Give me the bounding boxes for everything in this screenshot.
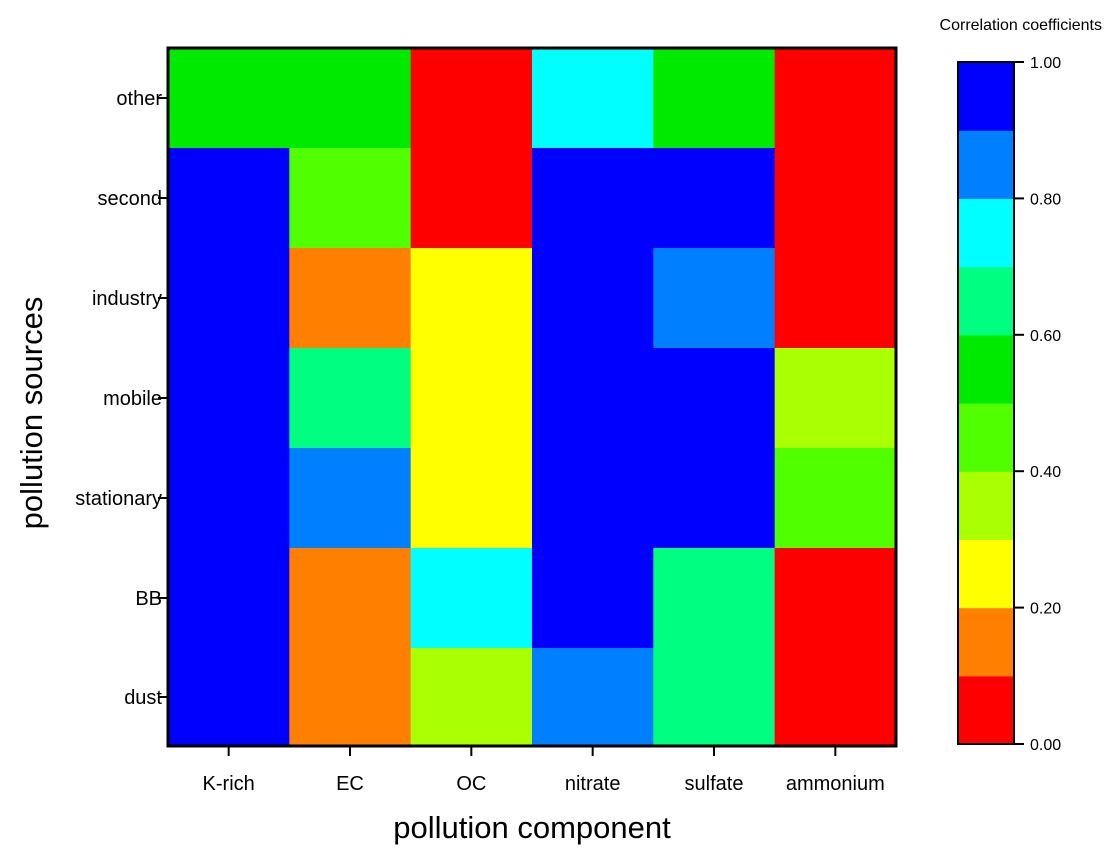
colorbar-bin [958,266,1014,336]
heatmap-cell [168,148,290,249]
heatmap-cell [532,348,654,449]
colorbar-tick-label: 1.00 [1030,55,1061,72]
heatmap-cell [653,348,776,449]
y-axis: other second industry mobile stationary BB dus… [75,88,168,709]
heatmap-cell [168,648,290,747]
colorbar-tick-label: 0.80 [1030,191,1061,208]
heatmap-cell [289,48,412,149]
heatmap-cell [289,148,412,249]
y-tick-label: stationary [75,488,162,510]
colorbar-tick-label: 0.60 [1030,328,1061,345]
x-tick-label: sulfate [685,773,744,795]
heatmap-cell [168,448,290,549]
heatmap-cell [532,48,654,149]
heatmap-cell [532,148,654,249]
colorbar-tick-label: 0.40 [1030,464,1061,481]
heatmap-cell [410,648,533,747]
colorbar-bin [958,607,1014,677]
heatmap-cell [653,48,776,149]
heatmap-cell [289,648,412,747]
heatmap-cell [410,348,533,449]
heatmap-cell [774,448,897,549]
heatmap-cell [532,248,654,349]
heatmap-cell [168,348,290,449]
heatmap-cell [653,248,776,349]
colorbar-bin [958,675,1014,745]
heatmap-cell [653,148,776,249]
x-axis-title: pollution component [393,810,671,845]
x-tick-label: OC [456,773,486,795]
heatmap-cell [168,248,290,349]
y-tick-label: other [116,88,162,110]
heatmap-cell [410,548,533,649]
colorbar-bin [958,403,1014,472]
heatmap-cell [774,248,897,349]
heatmap-cell [774,48,897,149]
heatmap-cell [289,448,412,549]
heatmap-cell [774,648,897,747]
colorbar-tick-label: 0.20 [1030,601,1061,618]
colorbar-bin [958,334,1014,404]
heatmap-cell [168,548,290,649]
heatmap-cell [289,548,412,649]
colorbar-title: Correlation coefficients [940,17,1102,34]
x-axis: K-rich EC OC nitrate sulfate ammonium [203,746,885,795]
y-tick-label: industry [92,288,162,310]
y-tick-label: mobile [103,388,162,410]
y-tick-label: BB [135,588,162,610]
colorbar-frame [957,61,1015,745]
heatmap-cells [168,48,897,747]
heatmap-cell [289,248,412,349]
heatmap-cell [532,548,654,649]
heatmap-cell [532,648,654,747]
x-tick-label: ammonium [786,773,885,795]
heatmap-cell [774,148,897,249]
colorbar-bin [958,130,1014,199]
y-tick-label: dust [124,687,162,709]
heatmap-cell [653,448,776,549]
colorbar: 0.00 0.20 0.40 0.60 0.80 1.00 [957,55,1061,754]
heatmap-cell [774,548,897,649]
heatmap-cell [289,348,412,449]
colorbar-bin [958,471,1014,540]
heatmap-cell [410,148,533,249]
y-axis-title: pollution sources [14,297,49,530]
x-tick-label: K-rich [203,773,255,795]
heatmap-cell [410,48,533,149]
heatmap-cell [653,548,776,649]
x-tick-label: nitrate [565,773,621,795]
heatmap-cell [410,248,533,349]
colorbar-bin [958,62,1014,131]
x-tick-label: EC [336,773,364,795]
colorbar-bin [958,539,1014,609]
heatmap-cell [410,448,533,549]
y-tick-label: second [98,188,163,210]
colorbar-tick-label: 0.00 [1030,737,1061,754]
heatmap-cell [532,448,654,549]
heatmap-cell [653,648,776,747]
heatmap-cell [168,48,290,149]
colorbar-bin [958,198,1014,268]
heatmap-cell [774,348,897,449]
